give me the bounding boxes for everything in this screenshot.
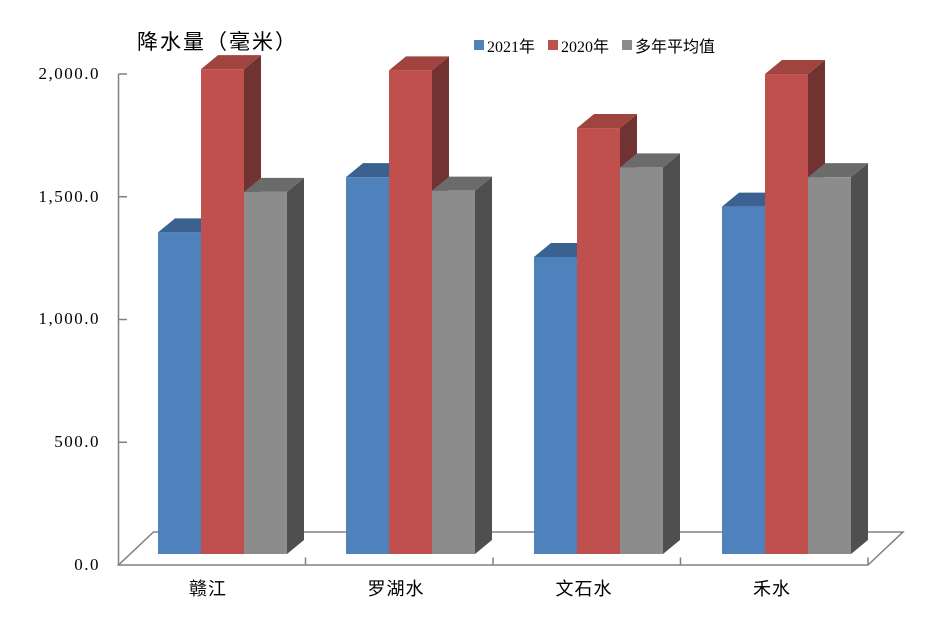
chart-legend: 2021年 2020年 多年平均值 xyxy=(474,33,715,57)
bar-top-face xyxy=(201,55,261,70)
x-axis-category-label-luohushui: 罗湖水 xyxy=(367,579,425,599)
bar-top-face xyxy=(389,56,449,71)
bar-多年平均值-罗湖水 xyxy=(432,176,492,554)
bar-top-face xyxy=(432,176,492,191)
bar-多年平均值-禾水 xyxy=(808,163,868,554)
bar-front-face xyxy=(432,190,475,554)
bar-front-face xyxy=(201,69,244,554)
legend-item-average: 多年平均值 xyxy=(622,33,715,57)
bar-side-face xyxy=(287,177,304,554)
legend-swatch-2021-icon xyxy=(474,40,484,50)
bar-top-face xyxy=(620,153,680,168)
bar-top-face xyxy=(808,163,868,178)
chart-floor xyxy=(116,531,905,566)
bar-top-face xyxy=(765,60,825,75)
x-axis-category-label-heshui: 禾水 xyxy=(753,579,791,599)
legend-item-2021: 2021年 xyxy=(474,33,535,57)
legend-label-2020: 2020年 xyxy=(561,39,610,56)
bar-front-face xyxy=(346,177,389,554)
x-axis-category-label-wenshishui: 文石水 xyxy=(555,579,613,599)
bar-top-face xyxy=(244,177,304,192)
bar-side-face xyxy=(475,176,492,554)
bar-front-face xyxy=(534,256,577,554)
y-axis-tick-label-1000: 1,000.0 xyxy=(38,309,100,328)
bar-front-face xyxy=(158,232,201,554)
y-axis-tick-label-1500: 1,500.0 xyxy=(38,187,100,206)
bar-front-face xyxy=(244,191,287,554)
bar-front-face xyxy=(808,177,851,554)
bar-front-face xyxy=(765,74,808,555)
chart-title: 降水量（毫米） xyxy=(137,30,298,54)
legend-swatch-2020-icon xyxy=(548,40,559,50)
bar-多年平均值-文石水 xyxy=(620,153,680,554)
bar-side-face xyxy=(663,153,680,554)
x-axis-category-label-ganjiang: 赣江 xyxy=(189,579,227,599)
legend-item-2020: 2020年 xyxy=(548,33,609,57)
bar-多年平均值-赣江 xyxy=(244,177,304,554)
bar-front-face xyxy=(389,70,432,555)
y-axis-tick-label-2000: 2,000.0 xyxy=(38,64,100,83)
bar-top-face xyxy=(577,114,637,129)
y-axis-tick-label-500: 500.0 xyxy=(54,432,100,451)
legend-label-2021: 2021年 xyxy=(487,39,536,56)
bar-side-face xyxy=(851,163,868,554)
bar-front-face xyxy=(577,128,620,554)
bar-front-face xyxy=(722,206,765,554)
legend-label-average: 多年平均值 xyxy=(635,39,716,56)
legend-swatch-average-icon xyxy=(622,40,633,50)
bar-front-face xyxy=(620,167,663,554)
y-axis-tick-label-0: 0.0 xyxy=(74,555,100,574)
